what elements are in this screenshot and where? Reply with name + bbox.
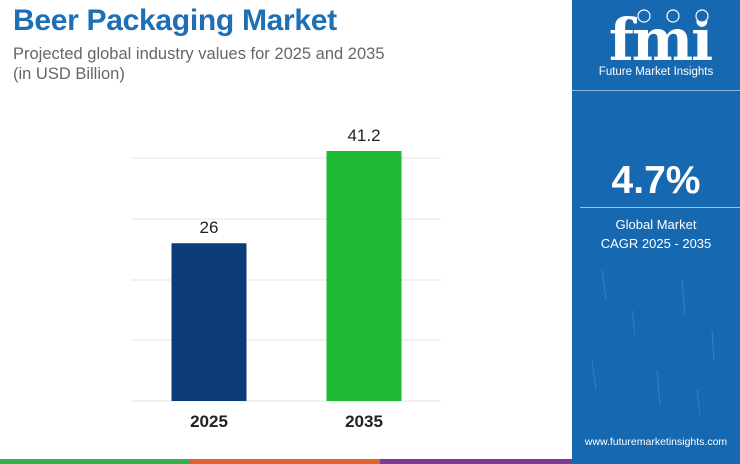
data-label-2035: 41.2 [347,126,380,145]
brand-name: Future Market Insights [598,66,714,78]
logo-dot-icon [637,9,651,23]
data-label-2025: 26 [200,218,219,237]
decorative-texture [591,269,715,416]
subtitle-line-2: (in USD Billion) [13,65,125,83]
logo-dot-icon [695,9,709,23]
x-tick-label-2035: 2035 [345,412,383,431]
cagr-label-line-1: Global Market [615,217,697,232]
bottom-color-strip-orange [190,459,380,464]
website-url[interactable]: www.futuremarketinsights.com [584,436,728,448]
logo-dot-icon [666,9,680,23]
fmi-logo: fmi [609,6,714,66]
bottom-color-strip-purple [380,459,572,464]
bar-chart: 26 2025 41.2 2035 [131,126,441,431]
cagr-value: 4.7% [611,159,701,202]
x-tick-label-2025: 2025 [190,412,228,431]
bar-2025 [171,243,247,401]
subtitle-line-1: Projected global industry values for 202… [13,45,385,63]
bar-2035 [326,151,402,401]
sidebar-panel: fmi Future Market Insights 4.7% Global M… [572,0,740,464]
chart-subtitle: Projected global industry values for 202… [13,44,385,84]
chart-panel: Beer Packaging Market Projected global i… [0,4,572,464]
cagr-divider [580,207,740,208]
bottom-color-strip-green [0,459,190,464]
cagr-label-line-2: CAGR 2025 - 2035 [600,236,712,251]
sidebar-divider [572,90,740,91]
chart-title: Beer Packaging Market [13,4,337,37]
